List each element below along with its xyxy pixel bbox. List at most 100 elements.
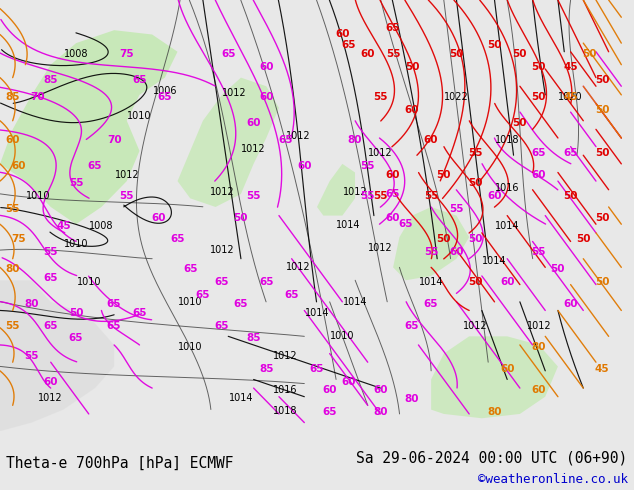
Text: 1012: 1012 (368, 148, 392, 158)
Text: 45: 45 (563, 92, 578, 102)
Text: 55: 55 (6, 204, 20, 214)
Text: 60: 60 (405, 105, 419, 115)
Text: 50: 50 (532, 92, 546, 102)
Text: 50: 50 (595, 277, 609, 288)
Text: 75: 75 (119, 49, 134, 59)
Text: 60: 60 (500, 364, 514, 374)
Text: 1010: 1010 (178, 297, 202, 307)
Text: 1012: 1012 (210, 245, 234, 255)
Text: 55: 55 (120, 191, 134, 201)
Text: 1012: 1012 (39, 392, 63, 403)
Text: 1012: 1012 (286, 262, 310, 272)
Text: 50: 50 (532, 62, 546, 72)
Text: 50: 50 (405, 62, 419, 72)
Text: 50: 50 (564, 191, 578, 201)
Text: 50: 50 (595, 105, 609, 115)
Text: 60: 60 (152, 213, 165, 223)
Text: 60: 60 (500, 277, 514, 288)
Text: 1012: 1012 (527, 320, 551, 331)
Text: 70: 70 (30, 92, 46, 102)
Text: 80: 80 (532, 342, 546, 352)
Text: 65: 65 (386, 23, 400, 33)
Text: 65: 65 (285, 291, 299, 300)
Text: 85: 85 (6, 92, 20, 102)
Text: 1014: 1014 (305, 308, 329, 318)
Text: 60: 60 (424, 135, 438, 145)
Text: 80: 80 (348, 135, 362, 145)
Text: 50: 50 (234, 213, 248, 223)
Text: 1014: 1014 (343, 297, 367, 307)
Text: 75: 75 (11, 234, 27, 245)
Text: 1014: 1014 (229, 392, 253, 403)
Text: 50: 50 (437, 234, 451, 245)
Text: 60: 60 (335, 29, 349, 40)
Text: 1012: 1012 (463, 320, 488, 331)
Text: 55: 55 (469, 148, 482, 158)
Text: 55: 55 (361, 191, 375, 201)
Text: 60: 60 (386, 213, 400, 223)
Text: 65: 65 (158, 92, 172, 102)
Text: 1008: 1008 (89, 221, 113, 231)
Text: 60: 60 (386, 170, 400, 180)
Text: 1018: 1018 (495, 135, 519, 145)
Text: 60: 60 (532, 170, 546, 180)
Text: 1010: 1010 (77, 277, 101, 288)
Text: 65: 65 (310, 364, 324, 374)
Text: 1020: 1020 (559, 92, 583, 102)
Text: 1022: 1022 (444, 92, 469, 102)
Text: 65: 65 (342, 40, 356, 50)
Text: 60: 60 (259, 92, 273, 102)
Text: 60: 60 (259, 62, 273, 72)
Text: 50: 50 (437, 170, 451, 180)
Text: 65: 65 (215, 277, 229, 288)
Text: 65: 65 (424, 299, 438, 309)
Text: 65: 65 (44, 320, 58, 331)
Text: 65: 65 (221, 49, 235, 59)
Text: 60: 60 (6, 135, 20, 145)
Text: 50: 50 (551, 265, 565, 274)
Text: 60: 60 (532, 385, 546, 395)
Polygon shape (431, 336, 558, 418)
Text: 60: 60 (12, 161, 26, 171)
Text: 1010: 1010 (178, 342, 202, 352)
Text: 65: 65 (405, 320, 419, 331)
Text: 65: 65 (133, 308, 146, 318)
Text: ©weatheronline.co.uk: ©weatheronline.co.uk (477, 473, 628, 486)
Text: 1012: 1012 (210, 187, 234, 197)
Text: 80: 80 (405, 394, 419, 404)
Text: 55: 55 (373, 191, 387, 201)
Text: 1010: 1010 (64, 239, 88, 248)
Text: 65: 65 (171, 234, 184, 245)
Text: 65: 65 (69, 334, 83, 343)
Text: 70: 70 (107, 135, 122, 145)
Text: 65: 65 (196, 291, 210, 300)
Polygon shape (393, 207, 469, 280)
Text: 1012: 1012 (115, 170, 139, 180)
Text: 85: 85 (44, 75, 58, 85)
Text: 1012: 1012 (286, 131, 310, 141)
Text: 50: 50 (469, 234, 482, 245)
Text: 50: 50 (576, 234, 590, 245)
Text: 65: 65 (323, 407, 337, 417)
Text: 65: 65 (259, 277, 273, 288)
Text: 60: 60 (361, 49, 375, 59)
Text: 60: 60 (450, 247, 463, 257)
Text: 60: 60 (373, 385, 387, 395)
Text: Theta-e 700hPa [hPa] ECMWF: Theta-e 700hPa [hPa] ECMWF (6, 456, 234, 470)
Text: 65: 65 (44, 273, 58, 283)
Text: 1010: 1010 (330, 331, 354, 342)
Text: 55: 55 (6, 320, 20, 331)
Text: 65: 65 (564, 148, 578, 158)
Text: 1014: 1014 (482, 256, 507, 266)
Text: 50: 50 (513, 49, 527, 59)
Text: 50: 50 (583, 49, 597, 59)
Text: 55: 55 (424, 247, 438, 257)
Text: 45: 45 (56, 221, 71, 231)
Text: 55: 55 (69, 178, 83, 188)
Text: Sa 29-06-2024 00:00 UTC (06+90): Sa 29-06-2024 00:00 UTC (06+90) (356, 451, 628, 465)
Text: 60: 60 (564, 299, 578, 309)
Text: 1012: 1012 (343, 187, 367, 197)
Polygon shape (0, 30, 178, 224)
Text: 65: 65 (107, 320, 121, 331)
Text: 65: 65 (107, 299, 121, 309)
